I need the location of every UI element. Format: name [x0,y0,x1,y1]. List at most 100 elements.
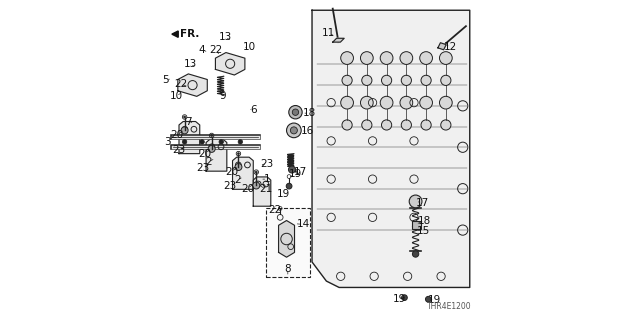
Circle shape [211,134,212,136]
Text: 2: 2 [205,156,212,167]
Circle shape [380,96,393,109]
Polygon shape [312,10,470,287]
Text: 4: 4 [199,45,205,55]
Text: 20: 20 [241,184,254,194]
Circle shape [409,195,422,208]
Circle shape [360,52,373,64]
Text: 18: 18 [303,108,316,118]
Text: 20: 20 [171,130,184,140]
FancyBboxPatch shape [266,208,310,277]
Circle shape [342,120,352,130]
Circle shape [380,52,393,64]
Circle shape [181,127,188,134]
Circle shape [292,109,299,116]
Bar [412,220,420,228]
Circle shape [401,75,412,85]
Circle shape [182,140,187,144]
Circle shape [400,96,413,109]
Text: 23: 23 [260,159,274,169]
Text: 21: 21 [259,184,273,194]
Text: 13: 13 [184,60,196,69]
Circle shape [360,96,373,109]
Circle shape [401,295,407,300]
Circle shape [238,140,243,144]
Text: 3: 3 [164,137,171,147]
Text: THR4E1200: THR4E1200 [427,302,471,311]
Text: 15: 15 [417,226,430,236]
Text: 19: 19 [392,293,406,304]
Circle shape [340,96,353,109]
Text: 17: 17 [294,167,307,177]
Text: 22: 22 [174,79,187,89]
Circle shape [400,52,413,64]
Circle shape [420,52,433,64]
Text: 10: 10 [170,91,182,101]
Text: 5: 5 [163,75,169,85]
Circle shape [208,145,215,152]
Text: 1: 1 [264,174,271,184]
Circle shape [289,166,296,173]
Circle shape [412,251,419,257]
Circle shape [200,140,204,144]
Text: 20: 20 [225,167,238,177]
Text: 17: 17 [416,198,429,208]
Circle shape [340,52,353,64]
Text: 2: 2 [234,175,241,185]
Polygon shape [179,122,200,154]
Polygon shape [278,220,294,257]
Polygon shape [172,31,178,37]
Circle shape [421,75,431,85]
Circle shape [440,52,452,64]
Circle shape [237,153,239,155]
Circle shape [291,127,298,134]
Text: 23: 23 [196,163,209,173]
Text: 22: 22 [268,205,282,215]
Circle shape [255,171,257,173]
Circle shape [421,120,431,130]
Circle shape [362,120,372,130]
Circle shape [441,120,451,130]
Circle shape [440,96,452,109]
Circle shape [362,75,372,85]
Circle shape [235,164,242,171]
Circle shape [342,75,352,85]
Text: 20: 20 [198,148,211,159]
Circle shape [287,123,301,138]
Polygon shape [178,74,207,96]
Circle shape [401,120,412,130]
Polygon shape [206,139,227,171]
Circle shape [253,182,260,189]
Circle shape [381,120,392,130]
Circle shape [441,75,451,85]
Text: 19: 19 [276,189,290,199]
Text: FR.: FR. [180,29,199,39]
Text: 10: 10 [243,42,256,52]
Text: 16: 16 [301,126,314,136]
Polygon shape [253,177,271,206]
Circle shape [289,106,302,119]
Polygon shape [216,52,245,75]
Polygon shape [333,38,344,42]
Polygon shape [232,157,253,189]
Circle shape [381,75,392,85]
Text: 12: 12 [444,42,457,52]
Text: 22: 22 [209,45,222,55]
Text: 19: 19 [289,169,302,179]
Circle shape [420,96,433,109]
Text: 13: 13 [218,32,232,42]
Circle shape [184,116,186,118]
Text: 14: 14 [297,219,310,229]
Text: 11: 11 [323,28,335,38]
Text: 7: 7 [185,117,191,127]
Text: 23: 23 [223,181,237,191]
Polygon shape [438,43,446,50]
Text: 18: 18 [418,216,431,226]
Circle shape [426,296,431,302]
Text: 9: 9 [220,91,227,101]
Text: 19: 19 [428,295,442,305]
Text: 6: 6 [250,105,257,115]
Text: 8: 8 [285,264,291,274]
Circle shape [219,140,223,144]
Text: 23: 23 [173,146,186,156]
Circle shape [286,183,292,189]
